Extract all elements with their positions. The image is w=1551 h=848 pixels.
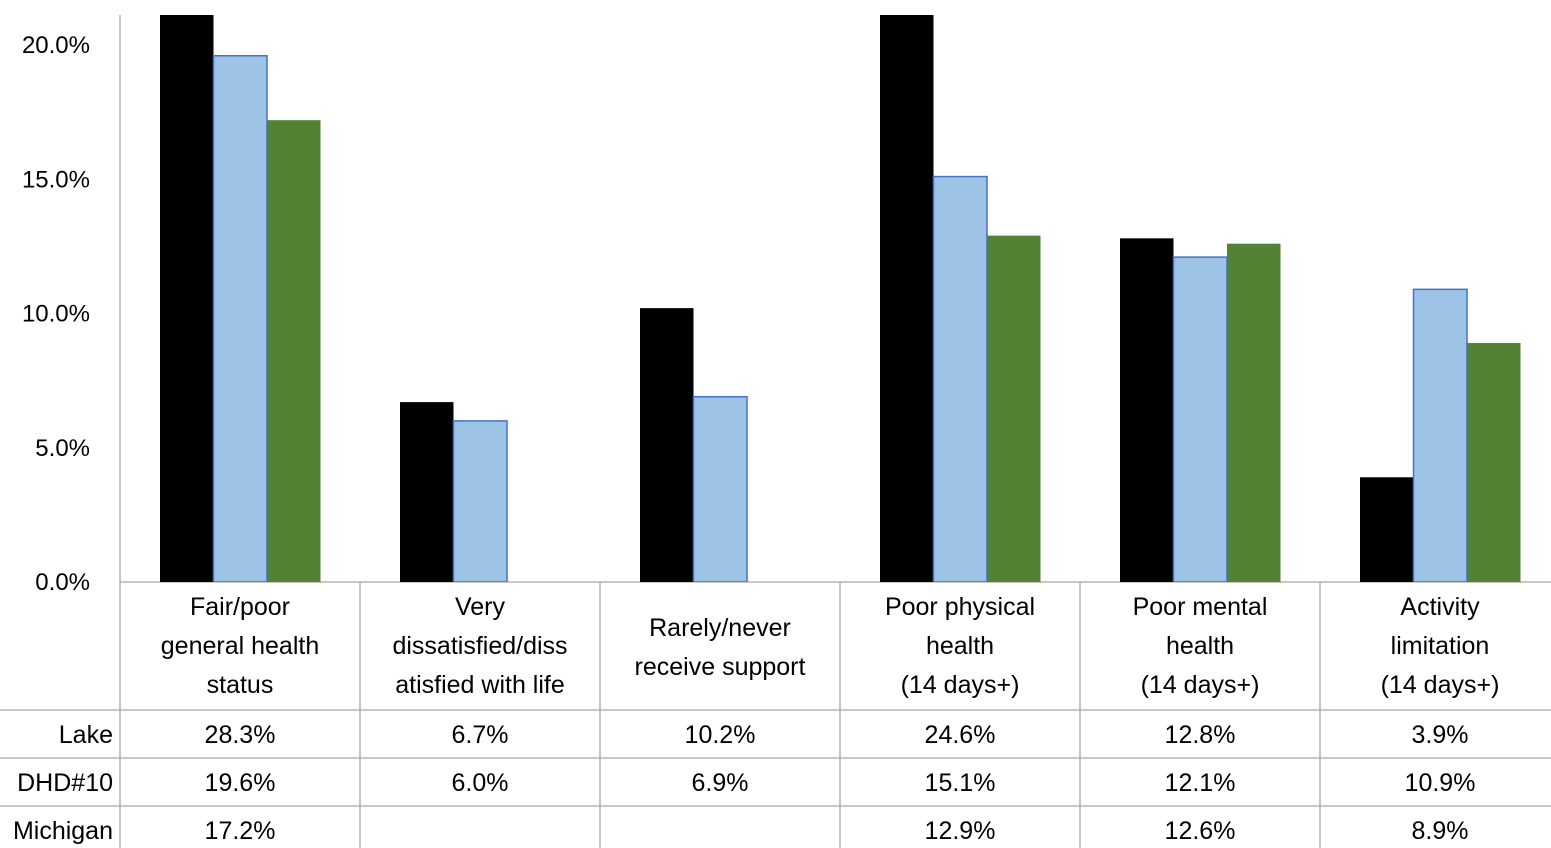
- bar-michigan-4: [1227, 243, 1281, 582]
- table-cell: 12.1%: [1165, 769, 1236, 797]
- bar-dhd10-5: [1412, 288, 1468, 582]
- bar-dhd10-4: [1172, 256, 1228, 582]
- category-label-line: receive support: [635, 653, 806, 681]
- table-cell: 6.9%: [692, 769, 749, 797]
- table-cell: 8.9%: [1412, 817, 1469, 845]
- table-cell: 6.7%: [452, 721, 509, 749]
- table-cell: 12.6%: [1165, 817, 1236, 845]
- table-cell: 24.6%: [925, 721, 996, 749]
- category-label-line: (14 days+): [901, 671, 1020, 699]
- table-cell: 12.8%: [1165, 721, 1236, 749]
- table-cell: 10.9%: [1405, 769, 1476, 797]
- bar-dhd10-3: [932, 175, 988, 582]
- bar-lake-0: [160, 15, 214, 582]
- bar-lake-5: [1360, 477, 1414, 582]
- category-label-line: atisfied with life: [395, 671, 565, 699]
- bar-lake-3: [880, 15, 934, 582]
- table-row-label: Lake: [59, 721, 113, 749]
- table-cell: 3.9%: [1412, 721, 1469, 749]
- table-cell: 12.9%: [925, 817, 996, 845]
- category-labels: Fair/poor general health status Very dissati…: [161, 593, 1500, 699]
- bar-michigan-3: [987, 235, 1041, 582]
- bar-lake-2: [640, 308, 694, 582]
- y-tick-label: 10.0%: [22, 301, 90, 328]
- category-label-line: Very: [455, 593, 506, 621]
- category-label-line: Rarely/never: [649, 614, 791, 642]
- bar-dhd10-2: [692, 395, 748, 582]
- category-label-line: general health: [161, 632, 319, 660]
- table-row-label: DHD#10: [17, 769, 113, 797]
- y-tick-label: 0.0%: [35, 569, 90, 596]
- table-row-label: Michigan: [13, 817, 113, 845]
- table-cell: 19.6%: [205, 769, 276, 797]
- category-label-line: health: [1166, 632, 1234, 660]
- bar-lake-4: [1120, 238, 1174, 582]
- table-cell: 10.2%: [685, 721, 756, 749]
- category-label-line: Poor physical: [885, 593, 1035, 621]
- bar-michigan-5: [1467, 343, 1521, 582]
- bar-dhd10-1: [452, 420, 508, 582]
- table-cell: 17.2%: [205, 817, 276, 845]
- category-label-line: Fair/poor: [190, 593, 290, 621]
- bar-michigan-0: [267, 120, 321, 582]
- table-cell: 6.0%: [452, 769, 509, 797]
- data-table: Lake 28.3% 6.7% 10.2% 24.6% 12.8% 3.9% DHD#10 19…: [13, 721, 1476, 845]
- category-label-line: dissatisfied/diss: [392, 632, 567, 660]
- table-cell: 15.1%: [925, 769, 996, 797]
- bars-group: [160, 15, 1521, 582]
- category-label-line: (14 days+): [1381, 671, 1500, 699]
- category-label-line: Poor mental: [1133, 593, 1268, 621]
- y-tick-label: 15.0%: [22, 166, 90, 193]
- category-label-line: (14 days+): [1141, 671, 1260, 699]
- table-grid: [0, 15, 1551, 848]
- category-label-line: limitation: [1391, 632, 1490, 660]
- bar-layer: [160, 15, 1521, 582]
- table-cell: 28.3%: [205, 721, 276, 749]
- category-label-line: health: [926, 632, 994, 660]
- y-tick-label: 20.0%: [22, 32, 90, 59]
- category-label-line: Activity: [1400, 593, 1480, 621]
- category-label-line: status: [207, 671, 274, 699]
- bar-lake-1: [400, 402, 454, 582]
- bar-dhd10-0: [212, 54, 268, 582]
- y-axis: 0.0% 5.0% 10.0% 15.0% 20.0%: [22, 32, 90, 596]
- y-tick-label: 5.0%: [35, 435, 90, 462]
